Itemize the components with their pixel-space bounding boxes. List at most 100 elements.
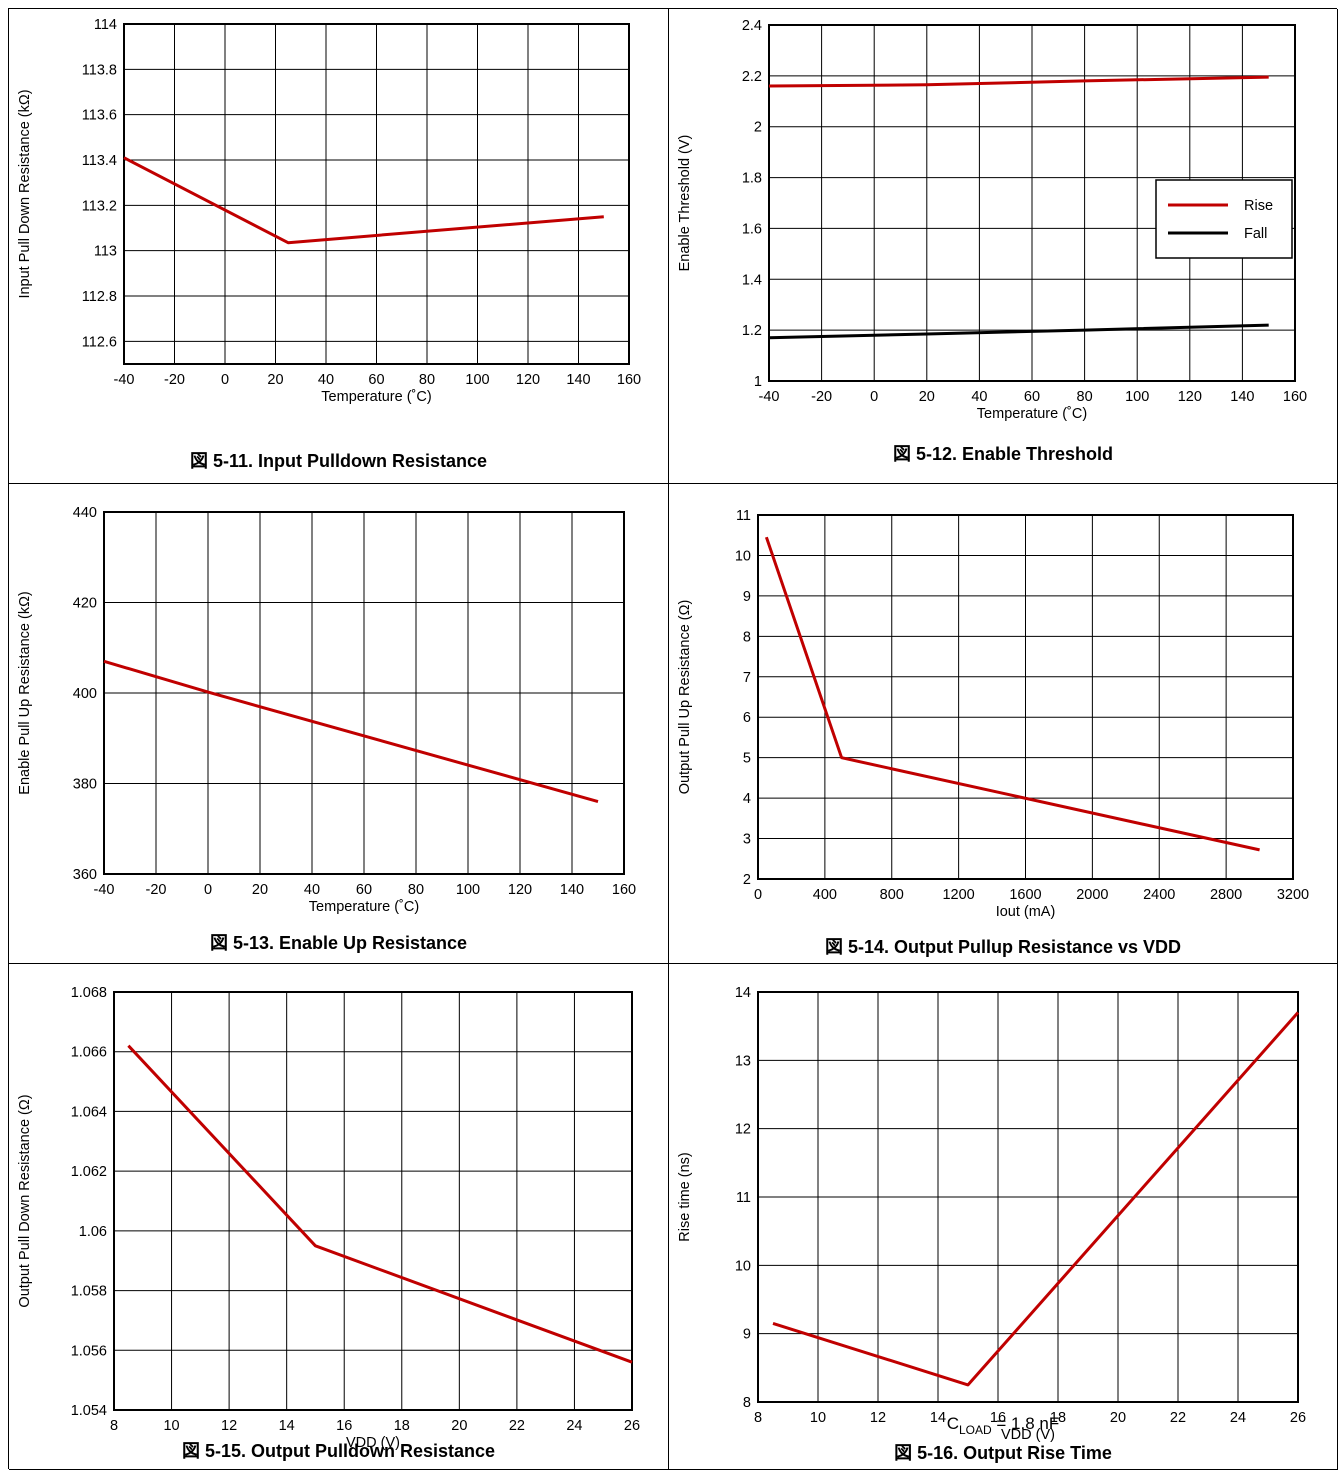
y-tick-label: 380 <box>73 777 97 793</box>
y-tick-label: 2 <box>754 120 762 136</box>
x-tick-label: 20 <box>919 389 935 405</box>
panel-fig-5-11: -40 -20 0 20 40 60 80 100 120 140 160 112.6 112.8 113… <box>9 9 669 484</box>
x-axis-label: Temperature (˚C) <box>321 389 431 405</box>
series-line-fall <box>768 323 1269 340</box>
x-tick-label: 160 <box>617 372 641 388</box>
x-tick-label: 20 <box>267 372 283 388</box>
legend-label-rise: Rise <box>1244 198 1273 214</box>
x-tick-label: 160 <box>612 882 636 898</box>
x-tick-label: 1600 <box>1009 887 1041 903</box>
figure-grid: -40 -20 0 20 40 60 80 100 120 140 160 112.6 112.8 113… <box>8 8 1338 1470</box>
y-tick-label: 360 <box>73 867 97 883</box>
y-tick-label: 113.6 <box>82 108 117 124</box>
x-tick-label: 10 <box>810 1410 826 1426</box>
y-tick-label: 1.066 <box>71 1045 107 1061</box>
x-tick-label: 40 <box>304 882 320 898</box>
series-line-main <box>123 156 604 245</box>
y-tick-label: 113.4 <box>82 153 117 169</box>
y-axis-label: Enable Pull Up Resistance (kΩ) <box>17 591 33 794</box>
x-tick-label: 22 <box>509 1418 525 1434</box>
x-tick-label: 12 <box>221 1418 237 1434</box>
x-tick-label: 18 <box>394 1418 410 1434</box>
y-tick-label: 9 <box>743 1327 751 1343</box>
chart-fig-5-13: -40 -20 0 20 40 60 80 100 120 140 160 360 380 400 420 4… <box>17 505 636 953</box>
x-axis-label: Iout (mA) <box>996 904 1056 920</box>
y-tick-label: 1.4 <box>742 272 762 288</box>
panel-fig-5-14: 0 400 800 1200 1600 2000 2400 2800 3200 2 3 4 5 6 7 8 9 1… <box>669 484 1338 964</box>
x-axis-label: VDD (V) <box>1001 1427 1055 1443</box>
x-tick-label: 3200 <box>1277 887 1309 903</box>
x-tick-label: 160 <box>1283 389 1307 405</box>
y-tick-label: 5 <box>743 751 751 767</box>
y-tick-label: 1 <box>754 374 762 390</box>
panel-fig-5-16: 8 10 12 14 16 18 20 22 24 26 8 9 10 11 12 13 14 VDD (V) Ri… <box>669 964 1338 1470</box>
x-tick-label: -20 <box>811 389 832 405</box>
x-tick-label: 2000 <box>1076 887 1108 903</box>
x-tick-label: 140 <box>1230 389 1254 405</box>
series-line-main <box>103 659 599 804</box>
y-tick-label: 14 <box>735 985 751 1001</box>
y-tick-label: 112.8 <box>82 289 117 305</box>
y-tick-label: 113 <box>94 244 117 260</box>
y-tick-label: 1.6 <box>742 221 762 237</box>
y-tick-label: 2 <box>743 872 751 888</box>
note-suffix: = 1.8 nF <box>992 1414 1060 1433</box>
x-tick-label: -40 <box>759 389 780 405</box>
y-tick-label: 4 <box>743 791 751 807</box>
x-axis-label: Temperature (˚C) <box>309 899 419 915</box>
x-tick-label: 20 <box>1110 1410 1126 1426</box>
legend-box <box>1155 179 1293 259</box>
legend: Rise Fall <box>1155 179 1293 259</box>
figure-caption: 図 5-13. Enable Up Resistance <box>210 933 467 953</box>
x-tick-label: 24 <box>566 1418 582 1434</box>
plot-frame <box>757 514 1294 880</box>
y-tick-label: 420 <box>73 596 97 612</box>
y-axis-label: Rise time (ns) <box>677 1152 693 1241</box>
y-tick-label: 10 <box>735 1258 751 1274</box>
series-line-rise <box>768 75 1269 88</box>
x-tick-label: 60 <box>368 372 384 388</box>
x-tick-label: 100 <box>465 372 489 388</box>
plot-frame <box>113 991 633 1411</box>
chart-fig-5-11: -40 -20 0 20 40 60 80 100 120 140 160 112.6 112.8 113… <box>17 17 641 471</box>
x-tick-label: 80 <box>1077 389 1093 405</box>
x-tick-label: 80 <box>419 372 435 388</box>
y-tick-label: 113.8 <box>82 62 117 78</box>
x-tick-label: 0 <box>221 372 229 388</box>
note-prefix: C <box>947 1414 959 1433</box>
y-tick-label: 1.054 <box>71 1403 107 1419</box>
x-tick-label: 140 <box>560 882 584 898</box>
x-tick-label: 120 <box>508 882 532 898</box>
x-tick-label: 26 <box>624 1418 640 1434</box>
y-tick-label: 1.064 <box>71 1104 107 1120</box>
y-axis-label: Input Pull Down Resistance (kΩ) <box>17 89 33 298</box>
y-axis-label: Enable Threshold (V) <box>677 135 693 272</box>
y-axis-label: Output Pull Down Resistance (Ω) <box>17 1094 33 1307</box>
x-tick-label: 140 <box>566 372 590 388</box>
y-tick-label: 3 <box>743 832 751 848</box>
x-tick-label: -20 <box>146 882 167 898</box>
x-tick-label: 16 <box>336 1418 352 1434</box>
y-tick-label: 1.06 <box>79 1224 107 1240</box>
y-tick-label: 112.6 <box>82 334 117 350</box>
note-subscript: LOAD <box>959 1423 992 1437</box>
y-tick-label: 8 <box>743 1395 751 1411</box>
panel-fig-5-12: -40 -20 0 20 40 60 80 100 120 140 160 1 1.2 1.4 1.6 1.8… <box>669 9 1338 484</box>
x-tick-label: 12 <box>870 1410 886 1426</box>
y-axis-label: Output Pull Up Resistance (Ω) <box>677 600 693 795</box>
x-tick-label: 0 <box>870 389 878 405</box>
chart-fig-5-15: 8 10 12 14 16 18 20 22 24 26 1.054 1.056 1.058 1.06 1.… <box>17 985 640 1461</box>
series-line-main <box>127 1044 633 1364</box>
x-tick-label: -40 <box>114 372 135 388</box>
x-tick-label: 1200 <box>942 887 974 903</box>
x-axis-label: VDD (V) <box>346 1435 400 1451</box>
x-tick-label: 60 <box>1024 389 1040 405</box>
y-tick-label: 1.068 <box>71 985 107 1001</box>
x-tick-label: -40 <box>94 882 115 898</box>
y-tick-label: 1.062 <box>71 1164 107 1180</box>
x-tick-label: 14 <box>930 1410 946 1426</box>
y-tick-label: 400 <box>73 686 97 702</box>
figure-caption: 図 5-16. Output Rise Time <box>894 1443 1112 1463</box>
series-line-main <box>772 1011 1300 1387</box>
x-tick-label: 8 <box>754 1410 762 1426</box>
